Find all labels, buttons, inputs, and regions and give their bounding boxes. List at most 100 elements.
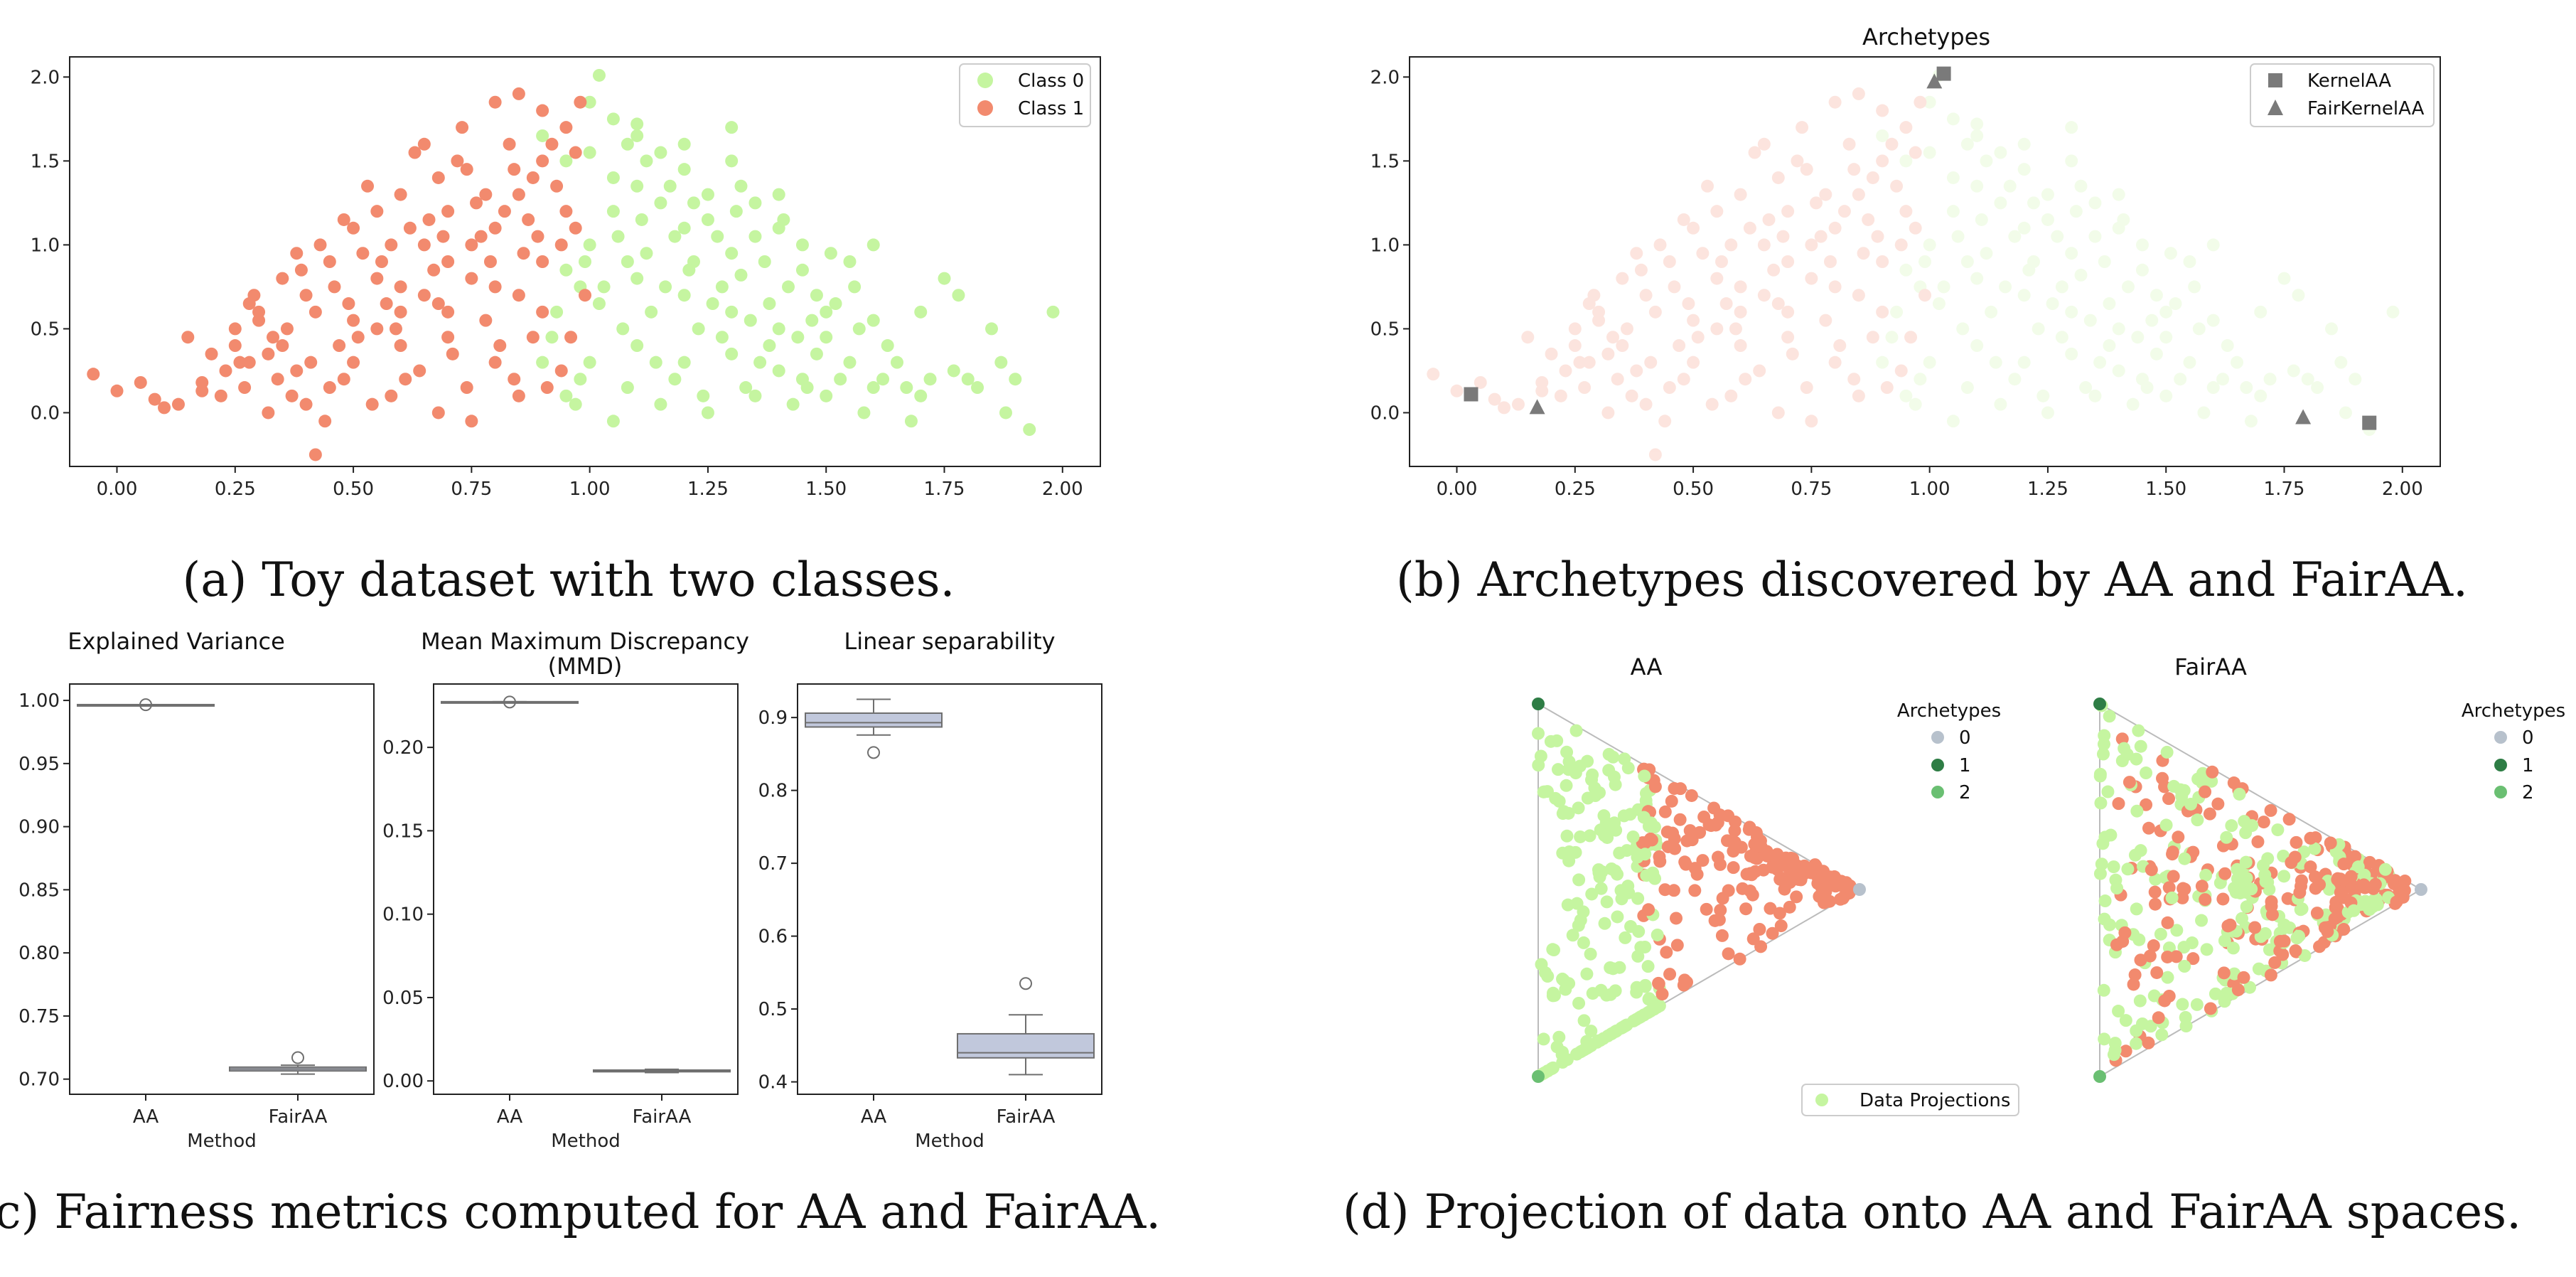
class0-point: [914, 305, 928, 319]
faded-point: [2183, 356, 2196, 369]
class0-projection: [2308, 842, 2322, 855]
class1-point: [158, 401, 171, 415]
class0-projection: [2110, 882, 2124, 895]
faded-point: [1862, 213, 1875, 226]
class1-point: [522, 213, 535, 226]
class1-projection: [2211, 797, 2225, 811]
simplex-triangle: [1537, 702, 1861, 1078]
class1-point: [389, 322, 402, 336]
class0-projection: [2155, 1028, 2169, 1042]
class1-point: [536, 255, 549, 268]
class0-projection: [2195, 914, 2209, 927]
faded-point: [2065, 247, 2078, 260]
faded-point: [2216, 373, 2230, 386]
class1-point: [512, 188, 525, 201]
x-tick-label: 0.25: [1555, 479, 1596, 500]
class1-point: [290, 247, 304, 260]
class1-projection: [1749, 865, 1762, 878]
box2-xlabel: Method: [551, 1131, 621, 1152]
class1-projection: [2115, 732, 2129, 746]
class1-projection: [1746, 888, 1759, 902]
faded-point: [1975, 213, 1988, 226]
class0-projection: [2154, 927, 2167, 941]
faded-point: [1914, 373, 1927, 386]
class1-projection: [1764, 902, 1777, 915]
x-tick-label: AA: [497, 1106, 523, 1128]
class0-projection: [1631, 949, 1645, 963]
y-tick-label: 0.90: [18, 817, 60, 838]
faded-point: [1871, 230, 1884, 243]
faded-point: [1994, 397, 2007, 411]
class0-point: [606, 112, 620, 126]
class0-projection: [1626, 830, 1640, 843]
class1-projection: [1766, 926, 1779, 940]
class0-projection: [2233, 787, 2246, 801]
class0-projection: [2295, 902, 2309, 916]
faded-point: [1644, 356, 1658, 369]
faded-point: [2103, 297, 2116, 311]
class0-projection: [1556, 1045, 1569, 1059]
faded-point: [1946, 171, 1960, 184]
y-tick-label: 2.0: [1370, 67, 1400, 88]
class1-point: [417, 238, 431, 252]
faded-point: [1677, 213, 1690, 226]
class1-point: [498, 205, 511, 218]
class0-point: [971, 381, 984, 395]
class0-point: [536, 356, 549, 369]
faded-point: [2041, 406, 2054, 420]
class0-projection: [1638, 848, 1652, 861]
class0-point: [583, 356, 596, 369]
x-tick-label: FairAA: [269, 1106, 328, 1128]
class0-point: [659, 280, 672, 294]
class0-projection: [2322, 882, 2336, 896]
y-tick-label: 0.05: [382, 988, 424, 1009]
class0-projection: [2101, 785, 2115, 798]
class0-projection: [1586, 987, 1599, 1000]
class1-projection: [1784, 851, 1798, 865]
class0-point: [725, 347, 739, 360]
faded-point: [1450, 384, 1464, 397]
class1-projection: [2199, 785, 2212, 798]
faded-point: [1663, 255, 1676, 268]
class1-point: [574, 95, 587, 109]
faded-point: [1724, 238, 1738, 252]
legend-class1-marker: [977, 100, 993, 116]
class0-projection: [2229, 885, 2243, 899]
class0-projection: [1572, 996, 1586, 1010]
class1-point: [370, 205, 384, 218]
x-tick-label: 1.75: [2264, 479, 2305, 500]
faded-point: [2197, 406, 2211, 420]
y-tick-label: 0.20: [382, 737, 424, 759]
class1-point: [262, 406, 275, 420]
class0-projection: [1580, 1035, 1594, 1048]
class1-projection: [2273, 934, 2287, 948]
class0-point: [734, 268, 748, 282]
class1-point: [313, 238, 327, 252]
class0-projection: [2128, 848, 2142, 862]
faded-point: [1592, 314, 1606, 327]
class0-point: [999, 406, 1012, 420]
class1-point: [526, 171, 540, 184]
class1-projection: [2390, 895, 2403, 909]
class0-point: [800, 381, 814, 395]
class0-projection: [2133, 994, 2147, 1008]
projection-fairaa: [2093, 698, 2427, 1083]
class0-projection: [2103, 710, 2116, 723]
faded-point: [1985, 305, 1998, 319]
archetype-1-vertex: [2093, 698, 2106, 710]
faded-point: [1876, 255, 1889, 268]
class1-projection: [2150, 966, 2164, 979]
x-tick-label: 1.75: [924, 479, 965, 500]
y-tick-label: 1.5: [31, 151, 60, 172]
box-plot-linear-separability: Linear separability 0.4 0.5 0.6 0.7 0.8 0.9 AA…: [758, 628, 1102, 1152]
class1-point: [569, 146, 582, 159]
simplex-triangle: [2099, 702, 2422, 1078]
class1-point: [370, 322, 384, 336]
class0-projection: [2130, 902, 2143, 916]
faded-point: [1474, 375, 1487, 389]
x-tick-label: 1.25: [2027, 479, 2068, 500]
class1-point: [488, 95, 502, 109]
faded-point: [1890, 179, 1904, 193]
faded-point: [1828, 221, 1842, 235]
faded-point: [1682, 297, 1695, 311]
